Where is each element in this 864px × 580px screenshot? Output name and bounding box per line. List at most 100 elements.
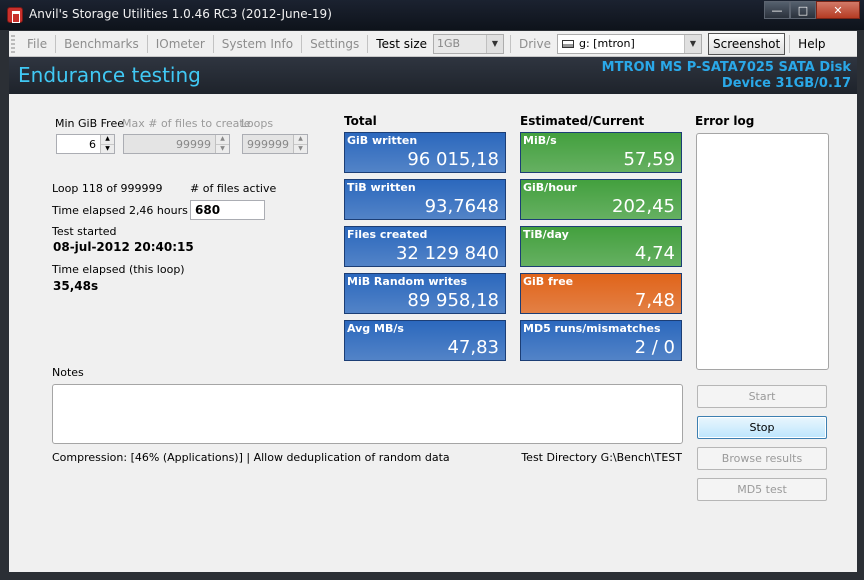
drive-label: Drive <box>519 36 551 51</box>
estimated-metric-tile-value: 57,59 <box>623 149 675 170</box>
total-metric-tile-label: Avg MB/s <box>347 322 404 335</box>
error-log-panel[interactable] <box>696 133 829 370</box>
estimated-metric-tile-value: 4,74 <box>634 243 675 264</box>
toolbar-separator <box>212 34 214 53</box>
app-icon <box>7 7 23 23</box>
browse-results-button[interactable]: Browse results <box>697 447 827 470</box>
estimated-metric-tile: GiB/hour 202,45 <box>520 179 682 220</box>
max-files-label: Max # of files to create <box>122 117 251 130</box>
loops-label: Loops <box>241 117 274 130</box>
total-metric-tile-label: TiB written <box>347 181 416 194</box>
menu-system-info[interactable]: System Info <box>221 36 294 51</box>
loop-elapsed-label: Time elapsed (this loop) <box>52 263 185 276</box>
total-metric-tile: TiB written 93,7648 <box>344 179 506 220</box>
device-name: MTRON MS P-SATA7025 SATA Disk <box>601 60 851 75</box>
stepper-buttons[interactable]: ▲ ▼ <box>215 135 229 153</box>
toolbar-grip <box>11 34 15 53</box>
stepper-buttons[interactable]: ▲ ▼ <box>293 135 307 153</box>
toolbar-separator <box>301 34 303 53</box>
test-started-value: 08-jul-2012 20:40:15 <box>53 240 194 254</box>
estimated-metric-tile: TiB/day 4,74 <box>520 226 682 267</box>
estimated-metric-tile-label: TiB/day <box>523 228 569 241</box>
notes-label: Notes <box>52 366 84 379</box>
drive-select[interactable]: g: [mtron] ▼ <box>557 33 702 54</box>
title-bar: Anvil's Storage Utilities 1.0.46 RC3 (20… <box>0 0 864 30</box>
window-title: Anvil's Storage Utilities 1.0.46 RC3 (20… <box>29 7 332 21</box>
test-size-label: Test size <box>376 36 427 51</box>
toolbar-separator <box>510 34 511 53</box>
menu-settings[interactable]: Settings <box>310 36 360 51</box>
estimated-heading: Estimated/Current <box>520 114 645 128</box>
toolbar-separator <box>367 34 369 53</box>
compression-text: Compression: [46% (Applications)] | Allo… <box>52 451 450 464</box>
total-metric-tile: GiB written 96 015,18 <box>344 132 506 173</box>
files-active-field[interactable]: 680 <box>190 200 265 220</box>
error-log-heading: Error log <box>695 114 755 128</box>
header-band: Endurance testing MTRON MS P-SATA7025 SA… <box>9 57 857 94</box>
total-metric-tile-value: 89 958,18 <box>407 290 499 311</box>
loop-counter: Loop 118 of 999999 <box>52 182 163 195</box>
drive-value: g: [mtron] <box>579 37 635 50</box>
total-metric-tile-label: GiB written <box>347 134 418 147</box>
max-files-stepper[interactable]: 99999 ▲ ▼ <box>123 134 230 154</box>
total-metric-tile: MiB Random writes 89 958,18 <box>344 273 506 314</box>
total-metric-tile: Avg MB/s 47,83 <box>344 320 506 361</box>
device-info: Device 31GB/0.17 <box>721 76 851 91</box>
toolbar-separator <box>789 34 791 53</box>
min-gib-free-value: 6 <box>89 137 96 151</box>
total-metric-tile-value: 93,7648 <box>424 196 499 217</box>
estimated-metric-tile: MiB/s 57,59 <box>520 132 682 173</box>
estimated-metric-tile-label: GiB free <box>523 275 574 288</box>
estimated-metric-tile: GiB free 7,48 <box>520 273 682 314</box>
loop-elapsed-value: 35,48s <box>53 279 99 293</box>
up-arrow-icon[interactable]: ▲ <box>294 135 307 144</box>
start-button[interactable]: Start <box>697 385 827 408</box>
loops-stepper[interactable]: 999999 ▲ ▼ <box>242 134 308 154</box>
toolbar: File Benchmarks IOmeter System Info Sett… <box>9 31 857 57</box>
estimated-metric-tile-label: MiB/s <box>523 134 557 147</box>
stop-button[interactable]: Stop <box>697 416 827 439</box>
menu-help[interactable]: Help <box>798 36 826 51</box>
down-arrow-icon[interactable]: ▼ <box>101 143 114 153</box>
total-metric-tile-label: Files created <box>347 228 428 241</box>
md5-test-button[interactable]: MD5 test <box>697 478 827 501</box>
estimated-metric-tile-label: MD5 runs/mismatches <box>523 322 661 335</box>
toolbar-separator <box>146 34 148 53</box>
total-heading: Total <box>344 114 377 128</box>
drive-icon <box>562 39 574 48</box>
down-arrow-icon[interactable]: ▼ <box>294 143 307 153</box>
min-gib-free-label: Min GiB Free <box>55 117 124 130</box>
chevron-down-icon[interactable]: ▼ <box>684 34 701 53</box>
chevron-down-icon[interactable]: ▼ <box>486 34 503 53</box>
menu-benchmarks[interactable]: Benchmarks <box>64 36 139 51</box>
files-active-label: # of files active <box>190 182 277 195</box>
page-title: Endurance testing <box>18 63 201 87</box>
menu-iometer[interactable]: IOmeter <box>155 36 205 51</box>
total-metric-tile-label: MiB Random writes <box>347 275 468 288</box>
total-metric-tile-value: 47,83 <box>447 337 499 358</box>
up-arrow-icon[interactable]: ▲ <box>216 135 229 144</box>
down-arrow-icon[interactable]: ▼ <box>216 143 229 153</box>
estimated-metric-tile-value: 7,48 <box>634 290 675 311</box>
test-size-select[interactable]: 1GB ▼ <box>433 33 504 54</box>
max-files-value: 99999 <box>176 137 211 151</box>
notes-textarea[interactable] <box>52 384 683 444</box>
estimated-metric-tile-label: GiB/hour <box>523 181 577 194</box>
estimated-metric-tile-value: 2 / 0 <box>634 337 675 358</box>
total-metric-tile-value: 96 015,18 <box>407 149 499 170</box>
menu-file[interactable]: File <box>27 36 48 51</box>
stepper-buttons[interactable]: ▲ ▼ <box>100 135 114 153</box>
estimated-metric-tile-value: 202,45 <box>612 196 675 217</box>
close-button[interactable]: ✕ <box>816 1 860 19</box>
toolbar-separator <box>55 34 57 53</box>
loops-value: 999999 <box>247 137 289 151</box>
min-gib-free-stepper[interactable]: 6 ▲ ▼ <box>56 134 115 154</box>
total-metric-tile-value: 32 129 840 <box>395 243 499 264</box>
maximize-button[interactable]: □ <box>790 1 816 19</box>
test-size-value: 1GB <box>437 37 461 50</box>
total-metric-tile: Files created 32 129 840 <box>344 226 506 267</box>
test-started-label: Test started <box>52 225 117 238</box>
minimize-button[interactable]: — <box>764 1 790 19</box>
up-arrow-icon[interactable]: ▲ <box>101 135 114 144</box>
screenshot-button[interactable]: Screenshot <box>708 32 786 55</box>
